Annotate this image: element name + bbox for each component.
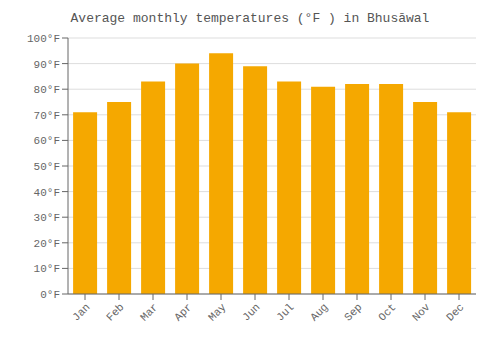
svg-text:Jan: Jan xyxy=(70,301,92,323)
svg-text:90°F: 90°F xyxy=(34,59,60,71)
svg-text:10°F: 10°F xyxy=(34,263,60,275)
svg-text:Jul: Jul xyxy=(274,301,296,323)
svg-text:80°F: 80°F xyxy=(34,84,60,96)
svg-text:Feb: Feb xyxy=(104,301,126,323)
svg-text:60°F: 60°F xyxy=(34,135,60,147)
svg-text:20°F: 20°F xyxy=(34,238,60,250)
svg-text:Mar: Mar xyxy=(138,301,160,323)
svg-text:Nov: Nov xyxy=(410,301,433,324)
svg-text:100°F: 100°F xyxy=(27,33,60,45)
svg-text:40°F: 40°F xyxy=(34,187,60,199)
svg-text:Oct: Oct xyxy=(376,301,398,323)
html-text:Average monthly temperatures (: Average monthly temperatures (°F ) in Bh… xyxy=(70,11,430,26)
svg-text:50°F: 50°F xyxy=(34,161,60,173)
svg-text:0°F: 0°F xyxy=(40,289,60,301)
svg-text:70°F: 70°F xyxy=(34,110,60,122)
svg-text:Dec: Dec xyxy=(444,301,466,323)
svg-text:Apr: Apr xyxy=(172,301,194,323)
svg-text:Sep: Sep xyxy=(342,301,364,323)
svg-text:Jun: Jun xyxy=(240,301,262,323)
svg-text:Aug: Aug xyxy=(308,301,330,323)
svg-text:30°F: 30°F xyxy=(34,212,60,224)
svg-text:May: May xyxy=(206,301,229,324)
